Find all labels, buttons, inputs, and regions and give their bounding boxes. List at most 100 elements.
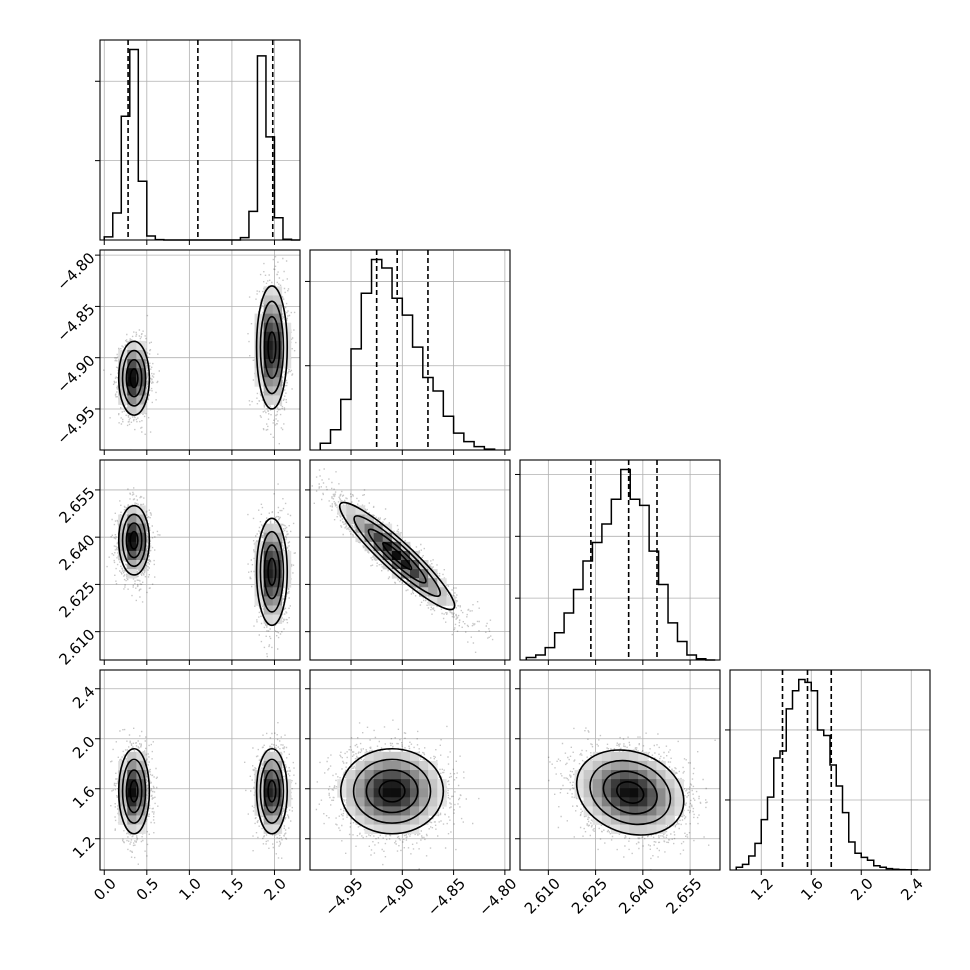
scatter-panel-0-3 <box>95 669 301 875</box>
density-bin <box>355 815 365 825</box>
density-bin <box>118 386 128 396</box>
contour-line <box>353 515 442 598</box>
density-bin <box>391 550 402 561</box>
density-bin <box>665 779 675 789</box>
density-bin <box>620 806 630 816</box>
density-bin <box>136 359 146 369</box>
density-bin <box>118 359 128 369</box>
density-bin <box>647 770 657 780</box>
density-bin <box>272 304 283 314</box>
density-bin <box>620 824 630 834</box>
histogram-step-2 <box>525 468 716 661</box>
density-bin <box>254 779 264 789</box>
density-bin <box>364 770 374 780</box>
density-bin <box>665 806 675 816</box>
density-bin <box>263 295 274 305</box>
density-bin <box>601 815 612 825</box>
density-bin <box>620 760 630 771</box>
density-bin <box>400 779 411 789</box>
scatter-panel-2-3 <box>515 669 721 875</box>
density-bin <box>118 770 128 780</box>
density-bin <box>263 523 274 534</box>
density-bin <box>272 806 283 816</box>
density-bin <box>638 806 648 816</box>
contour-line <box>367 528 427 584</box>
contour-line <box>117 340 151 416</box>
density-bin <box>428 806 438 816</box>
density-bin <box>136 550 146 561</box>
density-bin <box>118 806 128 816</box>
panel-frame <box>519 459 721 661</box>
density-bin <box>272 386 283 396</box>
density-bin <box>254 340 264 351</box>
density-bin <box>373 751 384 762</box>
contour-line <box>259 758 285 824</box>
density-bin <box>382 541 393 552</box>
density-bin <box>263 359 274 369</box>
density-bin <box>391 751 402 762</box>
density-bin <box>127 395 137 405</box>
density-bin <box>400 541 411 552</box>
density-bin <box>263 304 274 314</box>
contour-line <box>267 331 277 364</box>
density-bin <box>410 806 420 816</box>
density-bin <box>419 788 429 798</box>
density-bin <box>263 770 274 780</box>
density-bin <box>355 760 365 771</box>
density-bin <box>373 815 384 825</box>
contour-line <box>352 758 432 824</box>
contour-line <box>121 758 147 824</box>
density-bin <box>629 806 639 816</box>
panel-frame <box>99 459 301 661</box>
density-bin <box>254 359 264 369</box>
density-bin <box>127 350 137 360</box>
density-bin <box>346 514 356 524</box>
density-bin <box>373 824 384 834</box>
density-bin <box>263 751 274 762</box>
density-bin <box>610 779 621 789</box>
density-bin <box>272 295 283 305</box>
contour-line <box>117 504 151 576</box>
density-bin <box>656 788 666 798</box>
contour-line <box>121 349 147 407</box>
contour-line <box>263 769 281 814</box>
density-bin <box>136 806 146 816</box>
density-bin <box>437 587 447 597</box>
density-bin <box>346 806 356 816</box>
density-bin <box>118 514 128 524</box>
density-bin <box>364 751 374 762</box>
density-bin <box>592 779 603 789</box>
contour-line <box>125 358 143 398</box>
density-bin <box>127 532 137 543</box>
density-bin <box>638 824 648 834</box>
density-bin <box>419 797 429 807</box>
x-tick-label: −4.85 <box>424 874 469 919</box>
density-bin <box>136 523 146 534</box>
density-bin <box>136 560 146 570</box>
contour-line <box>338 501 456 611</box>
density-bin <box>254 541 264 552</box>
density-bin <box>118 523 128 534</box>
density-bin <box>382 550 393 561</box>
density-bin <box>419 560 429 570</box>
x-tick-label: −4.90 <box>373 874 418 919</box>
density-bin <box>263 313 274 324</box>
density-bin <box>263 541 274 552</box>
density-bin <box>656 797 666 807</box>
density-bin <box>263 395 274 405</box>
scatter-panel-0-1 <box>95 249 301 455</box>
density-bin <box>400 824 411 834</box>
density-bin <box>382 560 393 570</box>
density-bin <box>272 596 283 606</box>
density-bin <box>638 751 648 762</box>
density-bin <box>391 569 402 579</box>
density-bin <box>254 313 264 324</box>
y-tick-label: 2.655 <box>55 484 98 527</box>
y-tick-label: 1.2 <box>69 833 99 863</box>
density-bin <box>272 824 283 834</box>
density-bin <box>610 751 621 762</box>
density-bin <box>410 788 420 798</box>
x-tick-label: 2.625 <box>568 874 611 917</box>
contour-line <box>117 747 151 835</box>
density-bin <box>410 770 420 780</box>
